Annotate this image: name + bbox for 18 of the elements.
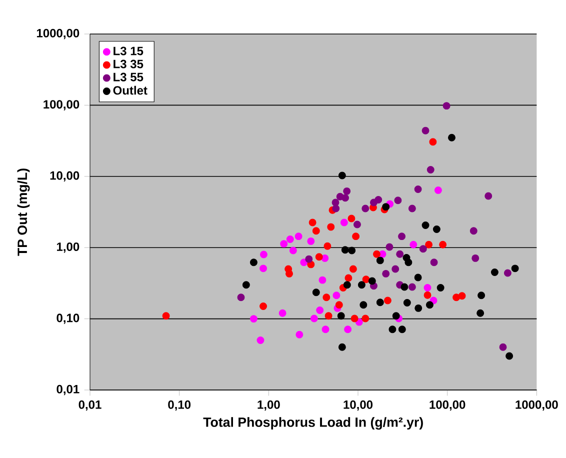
x-tick-label: 1,00 <box>258 400 280 411</box>
x-tick-label: 10,00 <box>344 400 373 411</box>
legend-label: L3 55 <box>114 72 144 82</box>
legend-label: L3 15 <box>114 46 144 56</box>
legend-label: L3 35 <box>114 60 144 68</box>
x-tick-label: 1000,00 <box>516 400 558 411</box>
legend-label: Outlet <box>113 86 148 95</box>
y-tick-label: 0,10 <box>56 314 80 324</box>
x-tick-label: 100,00 <box>430 400 466 411</box>
y-tick-label: 100,00 <box>44 100 80 110</box>
x-axis-title: Total Phosphorus Load In (g/m².yr) <box>203 417 423 430</box>
y-axis-title: TP Out (mg/L) <box>17 168 30 256</box>
x-tick-label: 0,01 <box>78 400 102 411</box>
x-tick-label: 0,10 <box>168 400 191 411</box>
y-tick-label: 0,01 <box>56 384 80 396</box>
y-tick-label: 1000,00 <box>36 28 80 40</box>
y-tick-label: 10,00 <box>50 171 80 182</box>
y-tick-label: 1,00 <box>57 242 80 253</box>
